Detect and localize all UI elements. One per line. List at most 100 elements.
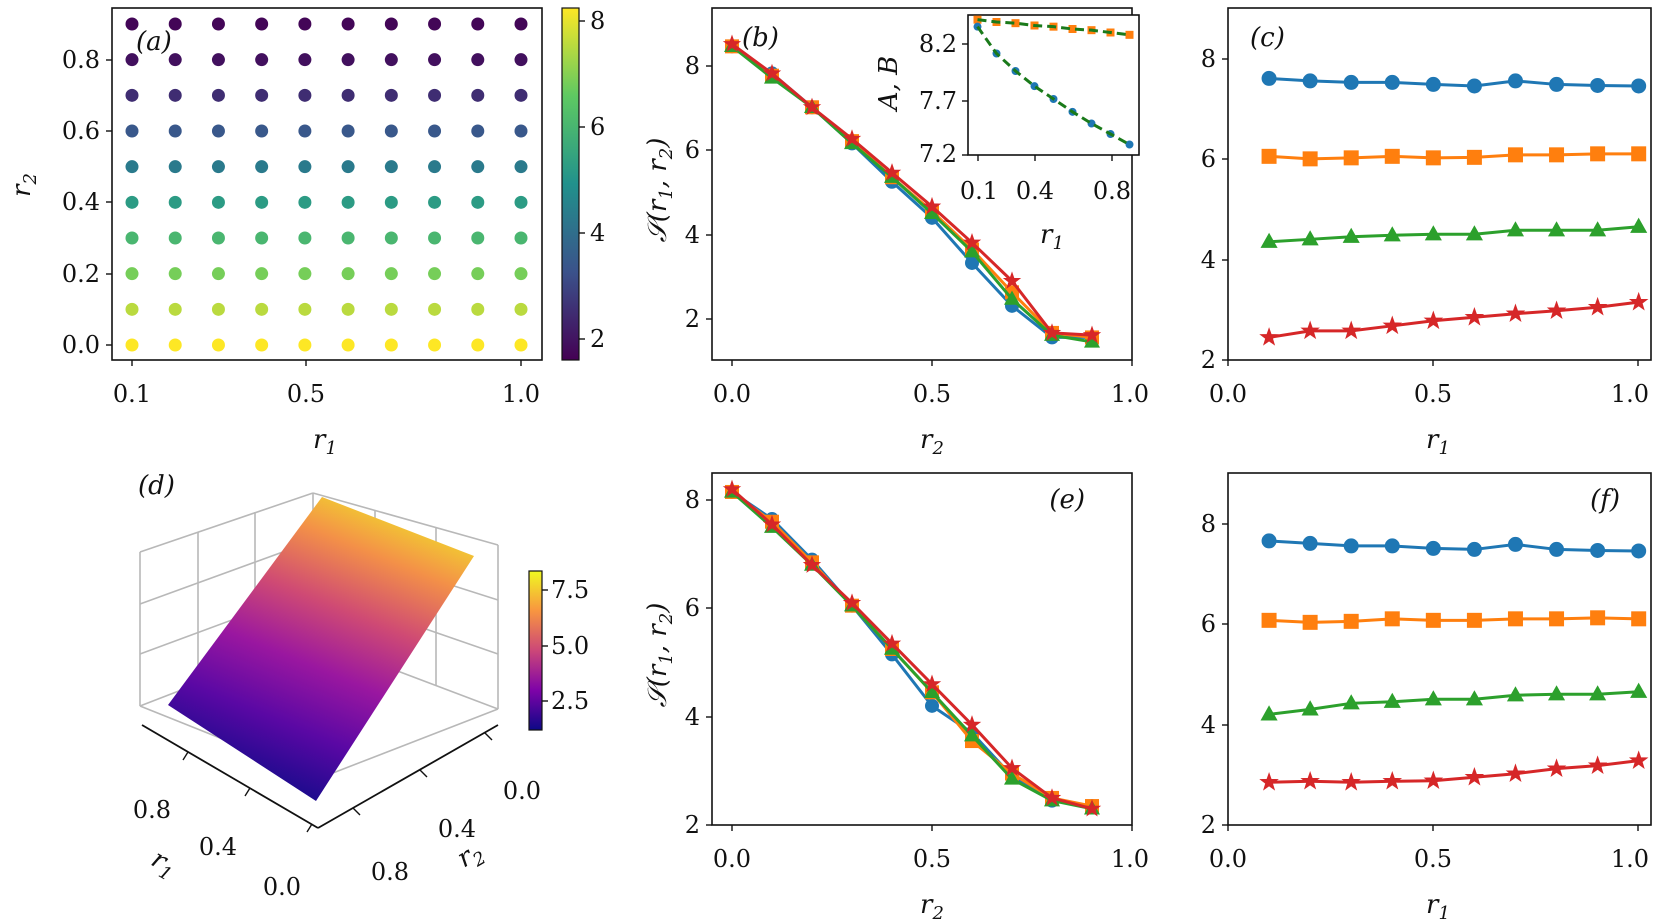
a-scatter-point [168, 88, 182, 102]
a-scatter-point [428, 160, 442, 174]
a-scatter-point [384, 231, 398, 245]
f-blue-marker [1466, 541, 1482, 557]
inset-xtick-label: 0.8 [1093, 177, 1131, 205]
f-green-marker [1301, 700, 1319, 716]
c-green-marker [1260, 232, 1278, 248]
a-scatter-point [341, 88, 355, 102]
a-scatter-point [514, 160, 528, 174]
a-scatter-point [255, 302, 269, 316]
b-green-marker [963, 243, 981, 258]
panel-e-frame [711, 472, 1133, 826]
b-yticks: 2 4 6 8 [685, 52, 712, 333]
c-red-marker [1546, 300, 1567, 320]
f-green-marker [1342, 694, 1360, 710]
b-xlabel: r2 [920, 425, 944, 459]
a-scatter-point [471, 17, 485, 31]
a-scatter-point [211, 124, 225, 138]
a-scatter-point [514, 88, 528, 102]
f-green-marker [1383, 692, 1401, 708]
a-scatter-point [384, 88, 398, 102]
f-green-marker [1589, 685, 1607, 701]
a-xtick-label: 0.1 [113, 380, 151, 408]
a-scatter-point [125, 160, 139, 174]
b-red-marker [922, 196, 942, 215]
f-orange-marker [1631, 611, 1647, 627]
a-scatter-point [341, 302, 355, 316]
f-green-marker [1547, 685, 1566, 701]
a-scatter-point [384, 302, 398, 316]
c-xtick-label: 0.5 [1414, 380, 1452, 408]
b-ylabel: 𝒮(r1, r2) [643, 138, 677, 243]
f-orange-marker [1302, 614, 1318, 630]
f-series-orange-line [1268, 616, 1639, 624]
f-series-red-line [1269, 759, 1639, 784]
a-scatter-point [428, 338, 442, 352]
a-scatter-point [168, 267, 182, 281]
e-red-marker [802, 555, 822, 573]
a-scatter-point [211, 160, 225, 174]
inset-ytick-label: 7.7 [919, 87, 957, 115]
e-ytick-label: 6 [685, 594, 700, 622]
c-red-marker [1464, 306, 1485, 326]
panel-a: (a) 0.1 0.5 1.0 0.0 0.2 0.4 0.6 0.8 r1 r… [7, 7, 605, 459]
c-red-marker [1341, 320, 1361, 340]
panel-f-label: (f) [1590, 485, 1620, 515]
c-red-marker [1382, 315, 1403, 335]
b-ylabel-sub2: 2 [656, 148, 677, 160]
a-scatter-point [298, 53, 312, 67]
f-blue-marker [1302, 535, 1318, 551]
panel-e-series [722, 479, 1102, 817]
a-scatter-point [471, 124, 485, 138]
f-xtick-label: 0.5 [1414, 845, 1452, 873]
c-orange-marker [1261, 148, 1277, 164]
c-series-green-line [1268, 225, 1639, 244]
f-green-marker [1630, 682, 1648, 698]
e-ytick-label: 4 [685, 703, 700, 731]
a-scatter-point [428, 231, 442, 245]
f-orange-marker [1507, 611, 1523, 627]
b-red-marker [1002, 271, 1022, 289]
a-scatter-point [514, 195, 528, 209]
e-red-marker [722, 479, 742, 498]
f-orange-marker [1590, 610, 1606, 626]
a-scatter-point [168, 53, 182, 67]
a-scatter-point [428, 195, 442, 209]
a-scatter-point [125, 231, 139, 245]
a-scatter-point [211, 88, 225, 102]
b-green-marker [1003, 290, 1021, 305]
e-xtick-label: 1.0 [1111, 845, 1149, 873]
a-scatter-point [384, 195, 398, 209]
f-blue-marker [1425, 540, 1441, 556]
panel-f-series [1259, 533, 1649, 791]
a-scatter-point [471, 160, 485, 174]
d-xlabel: r1 [144, 844, 182, 885]
a-scatter-point [471, 267, 485, 281]
d-cbar-label: 5.0 [551, 632, 589, 660]
c-blue-marker [1343, 74, 1359, 90]
a-scatter-point [255, 267, 269, 281]
c-orange-marker [1549, 147, 1565, 163]
d-r2-tick [352, 807, 361, 816]
a-ytick-label: 0.4 [62, 188, 100, 216]
panel-b-inset: 0.1 0.4 0.8 7.2 7.7 8.2 r1 A, B [874, 14, 1140, 254]
inset-B-marker [1125, 140, 1134, 149]
d-r1-tick [306, 823, 313, 833]
a-scatter-point [298, 231, 312, 245]
panel-a-points [125, 17, 528, 352]
b-red-marker [722, 34, 742, 52]
a-scatter-point [341, 124, 355, 138]
e-ytick-label: 8 [685, 486, 700, 514]
a-scatter-point [514, 267, 528, 281]
f-blue-marker [1384, 538, 1400, 554]
a-scatter-point [168, 160, 182, 174]
a-cbar-label: 4 [590, 219, 605, 247]
b-red-marker [802, 97, 822, 116]
d-grid-line [139, 492, 314, 553]
a-ytick-label: 0.8 [62, 46, 100, 74]
a-scatter-point [211, 338, 225, 352]
f-xlabel-sub: 1 [1438, 903, 1449, 923]
panel-b-frame [711, 7, 1133, 361]
b-series-red-line [731, 42, 1093, 337]
f-orange-marker [1384, 611, 1400, 627]
inset-xlabel-sub: 1 [1052, 233, 1063, 254]
